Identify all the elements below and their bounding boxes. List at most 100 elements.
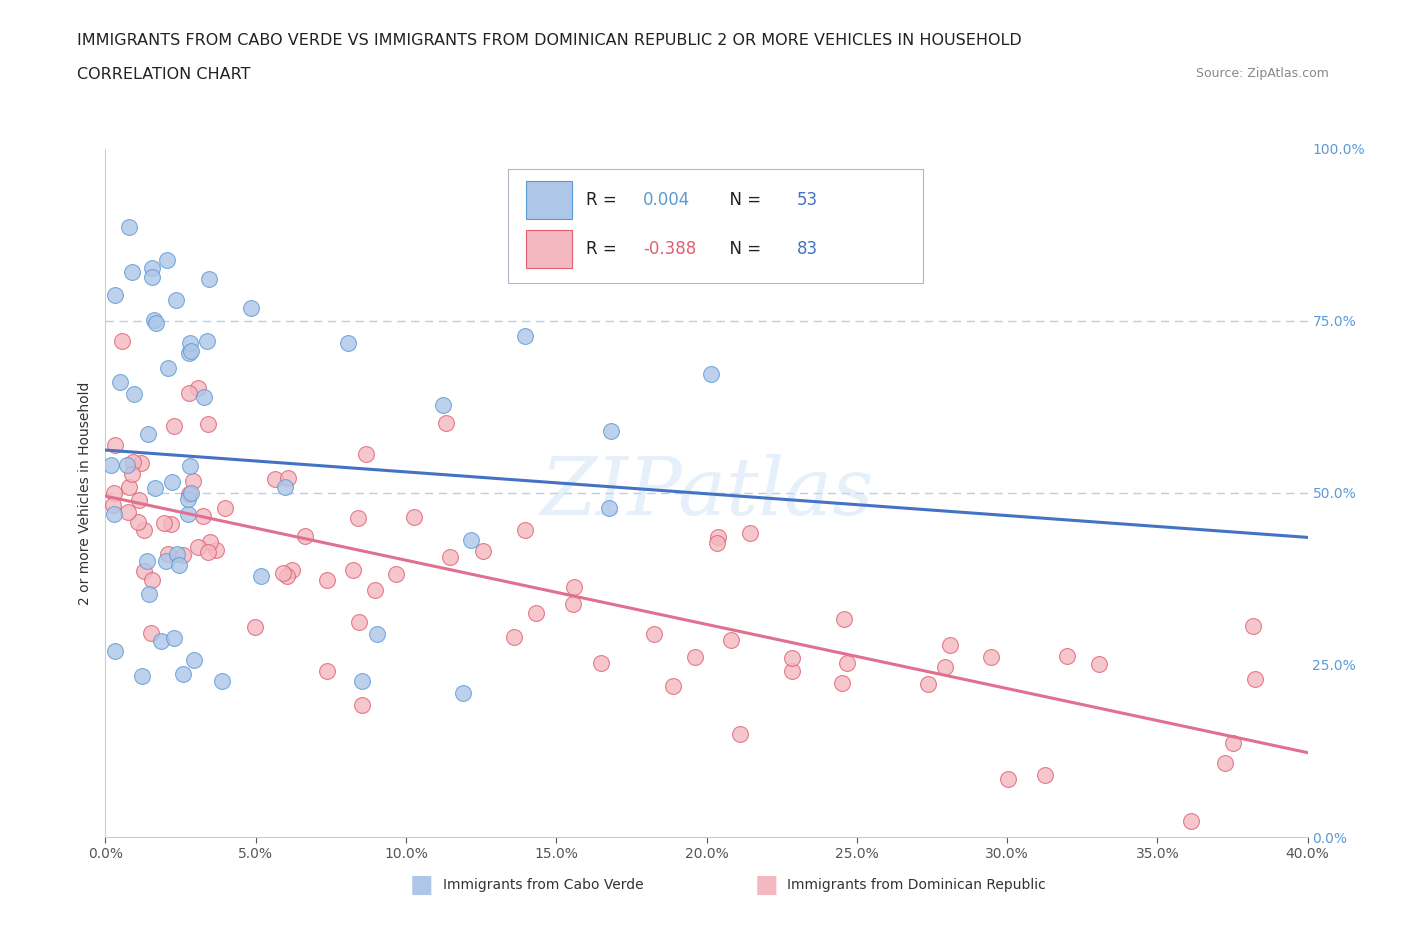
Point: [172, 547, 194, 562]
Point: [706, 530, 728, 545]
Text: Source: ZipAtlas.com: Source: ZipAtlas.com: [1195, 67, 1329, 80]
Point: [598, 500, 620, 515]
Point: [198, 535, 221, 550]
Point: [780, 664, 803, 679]
Text: R =: R =: [586, 240, 623, 258]
Point: [276, 568, 298, 583]
FancyBboxPatch shape: [526, 181, 572, 219]
Point: [183, 652, 205, 667]
Point: [179, 486, 201, 501]
Point: [939, 638, 962, 653]
Point: [685, 650, 707, 665]
Point: [122, 387, 145, 402]
Point: [472, 544, 495, 559]
Point: [264, 472, 287, 487]
Point: [205, 542, 228, 557]
Point: [121, 466, 143, 481]
Point: [1088, 657, 1111, 671]
Point: [831, 675, 853, 690]
Point: [591, 656, 613, 671]
Point: [177, 345, 200, 360]
Point: [160, 474, 183, 489]
Point: [103, 506, 125, 521]
Point: [250, 568, 273, 583]
Point: [100, 458, 122, 472]
Point: [453, 685, 475, 700]
Point: [274, 479, 297, 494]
Point: [156, 252, 179, 267]
Point: [277, 471, 299, 485]
Point: [515, 522, 537, 537]
Y-axis label: 2 or more Vehicles in Household: 2 or more Vehicles in Household: [79, 381, 93, 604]
Point: [127, 515, 149, 530]
Point: [122, 455, 145, 470]
Point: [354, 446, 377, 461]
Point: [104, 287, 127, 302]
Point: [128, 493, 150, 508]
Point: [172, 666, 194, 681]
Point: [643, 626, 665, 641]
Point: [177, 491, 200, 506]
Text: Immigrants from Dominican Republic: Immigrants from Dominican Republic: [787, 878, 1046, 893]
Point: [141, 260, 163, 275]
Point: [134, 523, 156, 538]
Point: [177, 386, 200, 401]
Point: [166, 547, 188, 562]
Point: [337, 336, 360, 351]
Text: 0.004: 0.004: [643, 192, 690, 209]
Point: [434, 415, 457, 430]
FancyBboxPatch shape: [526, 230, 572, 268]
Point: [179, 458, 201, 473]
Point: [187, 380, 209, 395]
Point: [706, 536, 728, 551]
Point: [980, 649, 1002, 664]
Text: N =: N =: [718, 192, 766, 209]
Text: ZIPatlas: ZIPatlas: [540, 454, 873, 532]
Point: [104, 437, 127, 452]
Point: [728, 727, 751, 742]
Point: [135, 553, 157, 568]
FancyBboxPatch shape: [508, 169, 922, 283]
Text: ■: ■: [411, 873, 433, 897]
Point: [167, 557, 190, 572]
Point: [108, 375, 131, 390]
Point: [179, 336, 201, 351]
Point: [1035, 767, 1057, 782]
Point: [193, 390, 215, 405]
Point: [700, 366, 723, 381]
Point: [197, 544, 219, 559]
Point: [294, 528, 316, 543]
Point: [145, 481, 167, 496]
Point: [439, 550, 461, 565]
Point: [561, 596, 583, 611]
Point: [198, 272, 221, 286]
Point: [117, 219, 139, 234]
Point: [363, 583, 385, 598]
Point: [157, 547, 180, 562]
Point: [153, 515, 176, 530]
Point: [245, 619, 267, 634]
Text: 83: 83: [797, 240, 818, 258]
Point: [347, 615, 370, 630]
Point: [316, 664, 339, 679]
Point: [163, 418, 186, 433]
Point: [143, 312, 166, 327]
Point: [402, 510, 425, 525]
Text: R =: R =: [586, 192, 623, 209]
Point: [661, 678, 683, 693]
Point: [214, 500, 236, 515]
Point: [352, 673, 374, 688]
Point: [1215, 756, 1237, 771]
Point: [720, 633, 742, 648]
Point: [385, 567, 408, 582]
Point: [917, 676, 939, 691]
Point: [366, 626, 388, 641]
Point: [1241, 618, 1264, 633]
Point: [101, 498, 124, 512]
Point: [600, 423, 623, 438]
Point: [997, 771, 1019, 786]
Point: [240, 300, 263, 315]
Point: [187, 539, 209, 554]
Point: [460, 532, 482, 547]
Point: [180, 485, 202, 500]
